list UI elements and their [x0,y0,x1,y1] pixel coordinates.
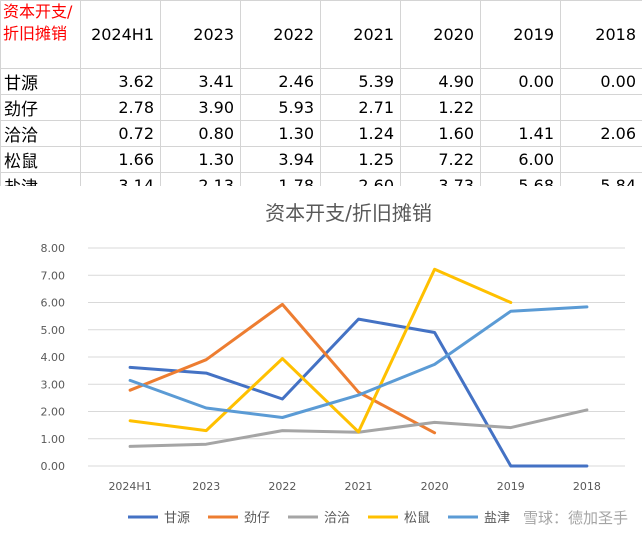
series-line-甘源 [128,317,589,468]
x-tick-label: 2022 [268,480,296,493]
table-cell: 3.94 [240,146,321,173]
column-header: 2024H1 [80,0,161,69]
table-cell: 4.90 [400,68,481,95]
table-cell: 0.00 [480,68,561,95]
x-tick-label: 2018 [573,480,601,493]
row-name: 松鼠 [0,146,81,173]
x-tick-label: 2020 [421,480,449,493]
table-cell: 3.90 [160,94,241,121]
legend-label: 洽洽 [324,511,350,526]
x-tick-label: 2019 [497,480,525,493]
table-cell [560,146,642,173]
table-cell [560,94,642,121]
table-cell: 6.00 [480,146,561,173]
y-tick-label: 5.00 [41,324,66,337]
x-tick-label: 2021 [345,480,373,493]
table-cell: 1.30 [240,120,321,147]
table-cell: 0.00 [560,68,642,95]
column-header: 2018 [560,0,642,69]
y-tick-label: 1.00 [41,433,66,446]
legend-label: 盐津 [484,511,510,526]
x-tick-label: 2023 [192,480,220,493]
table-cell: 0.80 [160,120,241,147]
table-cell [480,94,561,121]
series-line-劲仔 [128,302,437,435]
chart-canvas: 资本开支/折旧摊销 0.00 1.00 2.00 3.00 4.00 5.00 6.00 7.0… [41,201,625,526]
table-cell: 5.93 [240,94,321,121]
table-cell: 2.06 [560,120,642,147]
y-tick-label: 8.00 [41,242,66,255]
table-corner-label: 资本开支/折旧摊销 [0,0,81,69]
table-row: 洽洽 0.72 0.80 1.30 1.24 1.60 1.41 2.06 [0,120,642,147]
series-line-松鼠 [128,267,513,434]
table-cell: 1.22 [400,94,481,121]
column-header: 2023 [160,0,241,69]
y-tick-label: 7.00 [41,269,66,282]
line-chart: 资本开支/折旧摊销 0.00 1.00 2.00 3.00 4.00 5.00 6.00 7.0… [0,186,642,537]
table-cell: 1.30 [160,146,241,173]
legend-label: 甘源 [164,511,190,526]
y-tick-label: 0.00 [41,460,66,473]
row-name: 甘源 [0,68,81,95]
column-header: 2021 [320,0,401,69]
legend-label: 松鼠 [404,511,430,526]
x-tick-label: 2024H1 [108,480,151,493]
column-header: 2019 [480,0,561,69]
watermark-text: 雪球：德加圣手 [522,509,628,527]
y-tick-label: 4.00 [41,351,66,364]
table-row: 松鼠 1.66 1.30 3.94 1.25 7.22 6.00 [0,146,642,173]
table-cell: 1.66 [80,146,161,173]
y-tick-label: 6.00 [41,297,66,310]
table-cell: 1.24 [320,120,401,147]
table-cell: 7.22 [400,146,481,173]
table-row: 甘源 3.62 3.41 2.46 5.39 4.90 0.00 0.00 [0,68,642,95]
series-line-盐津 [128,305,589,419]
table-cell: 2.78 [80,94,161,121]
y-tick-label: 3.00 [41,378,66,391]
table-cell: 2.46 [240,68,321,95]
table-cell: 3.41 [160,68,241,95]
table-cell: 2.71 [320,94,401,121]
chart-title: 资本开支/折旧摊销 [265,201,432,225]
table-row: 劲仔 2.78 3.90 5.93 2.71 1.22 [0,94,642,121]
legend-label: 劲仔 [244,511,270,526]
table-cell: 1.60 [400,120,481,147]
table-cell: 3.62 [80,68,161,95]
y-tick-label: 2.00 [41,406,66,419]
table-row: 盐津 3.14 2.13 1.78 2.60 3.73 5.68 5.84 [0,172,642,199]
column-header: 2022 [240,0,321,69]
table-cell: 1.41 [480,120,561,147]
column-header: 2020 [400,0,481,69]
table-cell: 5.39 [320,68,401,95]
table-header-row: 资本开支/折旧摊销 2024H1 2023 2022 2021 2020 201… [0,0,642,69]
data-table: 资本开支/折旧摊销 2024H1 2023 2022 2021 2020 201… [0,0,642,199]
row-name: 洽洽 [0,120,81,147]
table-cell: 0.72 [80,120,161,147]
row-name: 劲仔 [0,94,81,121]
table-cell: 1.25 [320,146,401,173]
